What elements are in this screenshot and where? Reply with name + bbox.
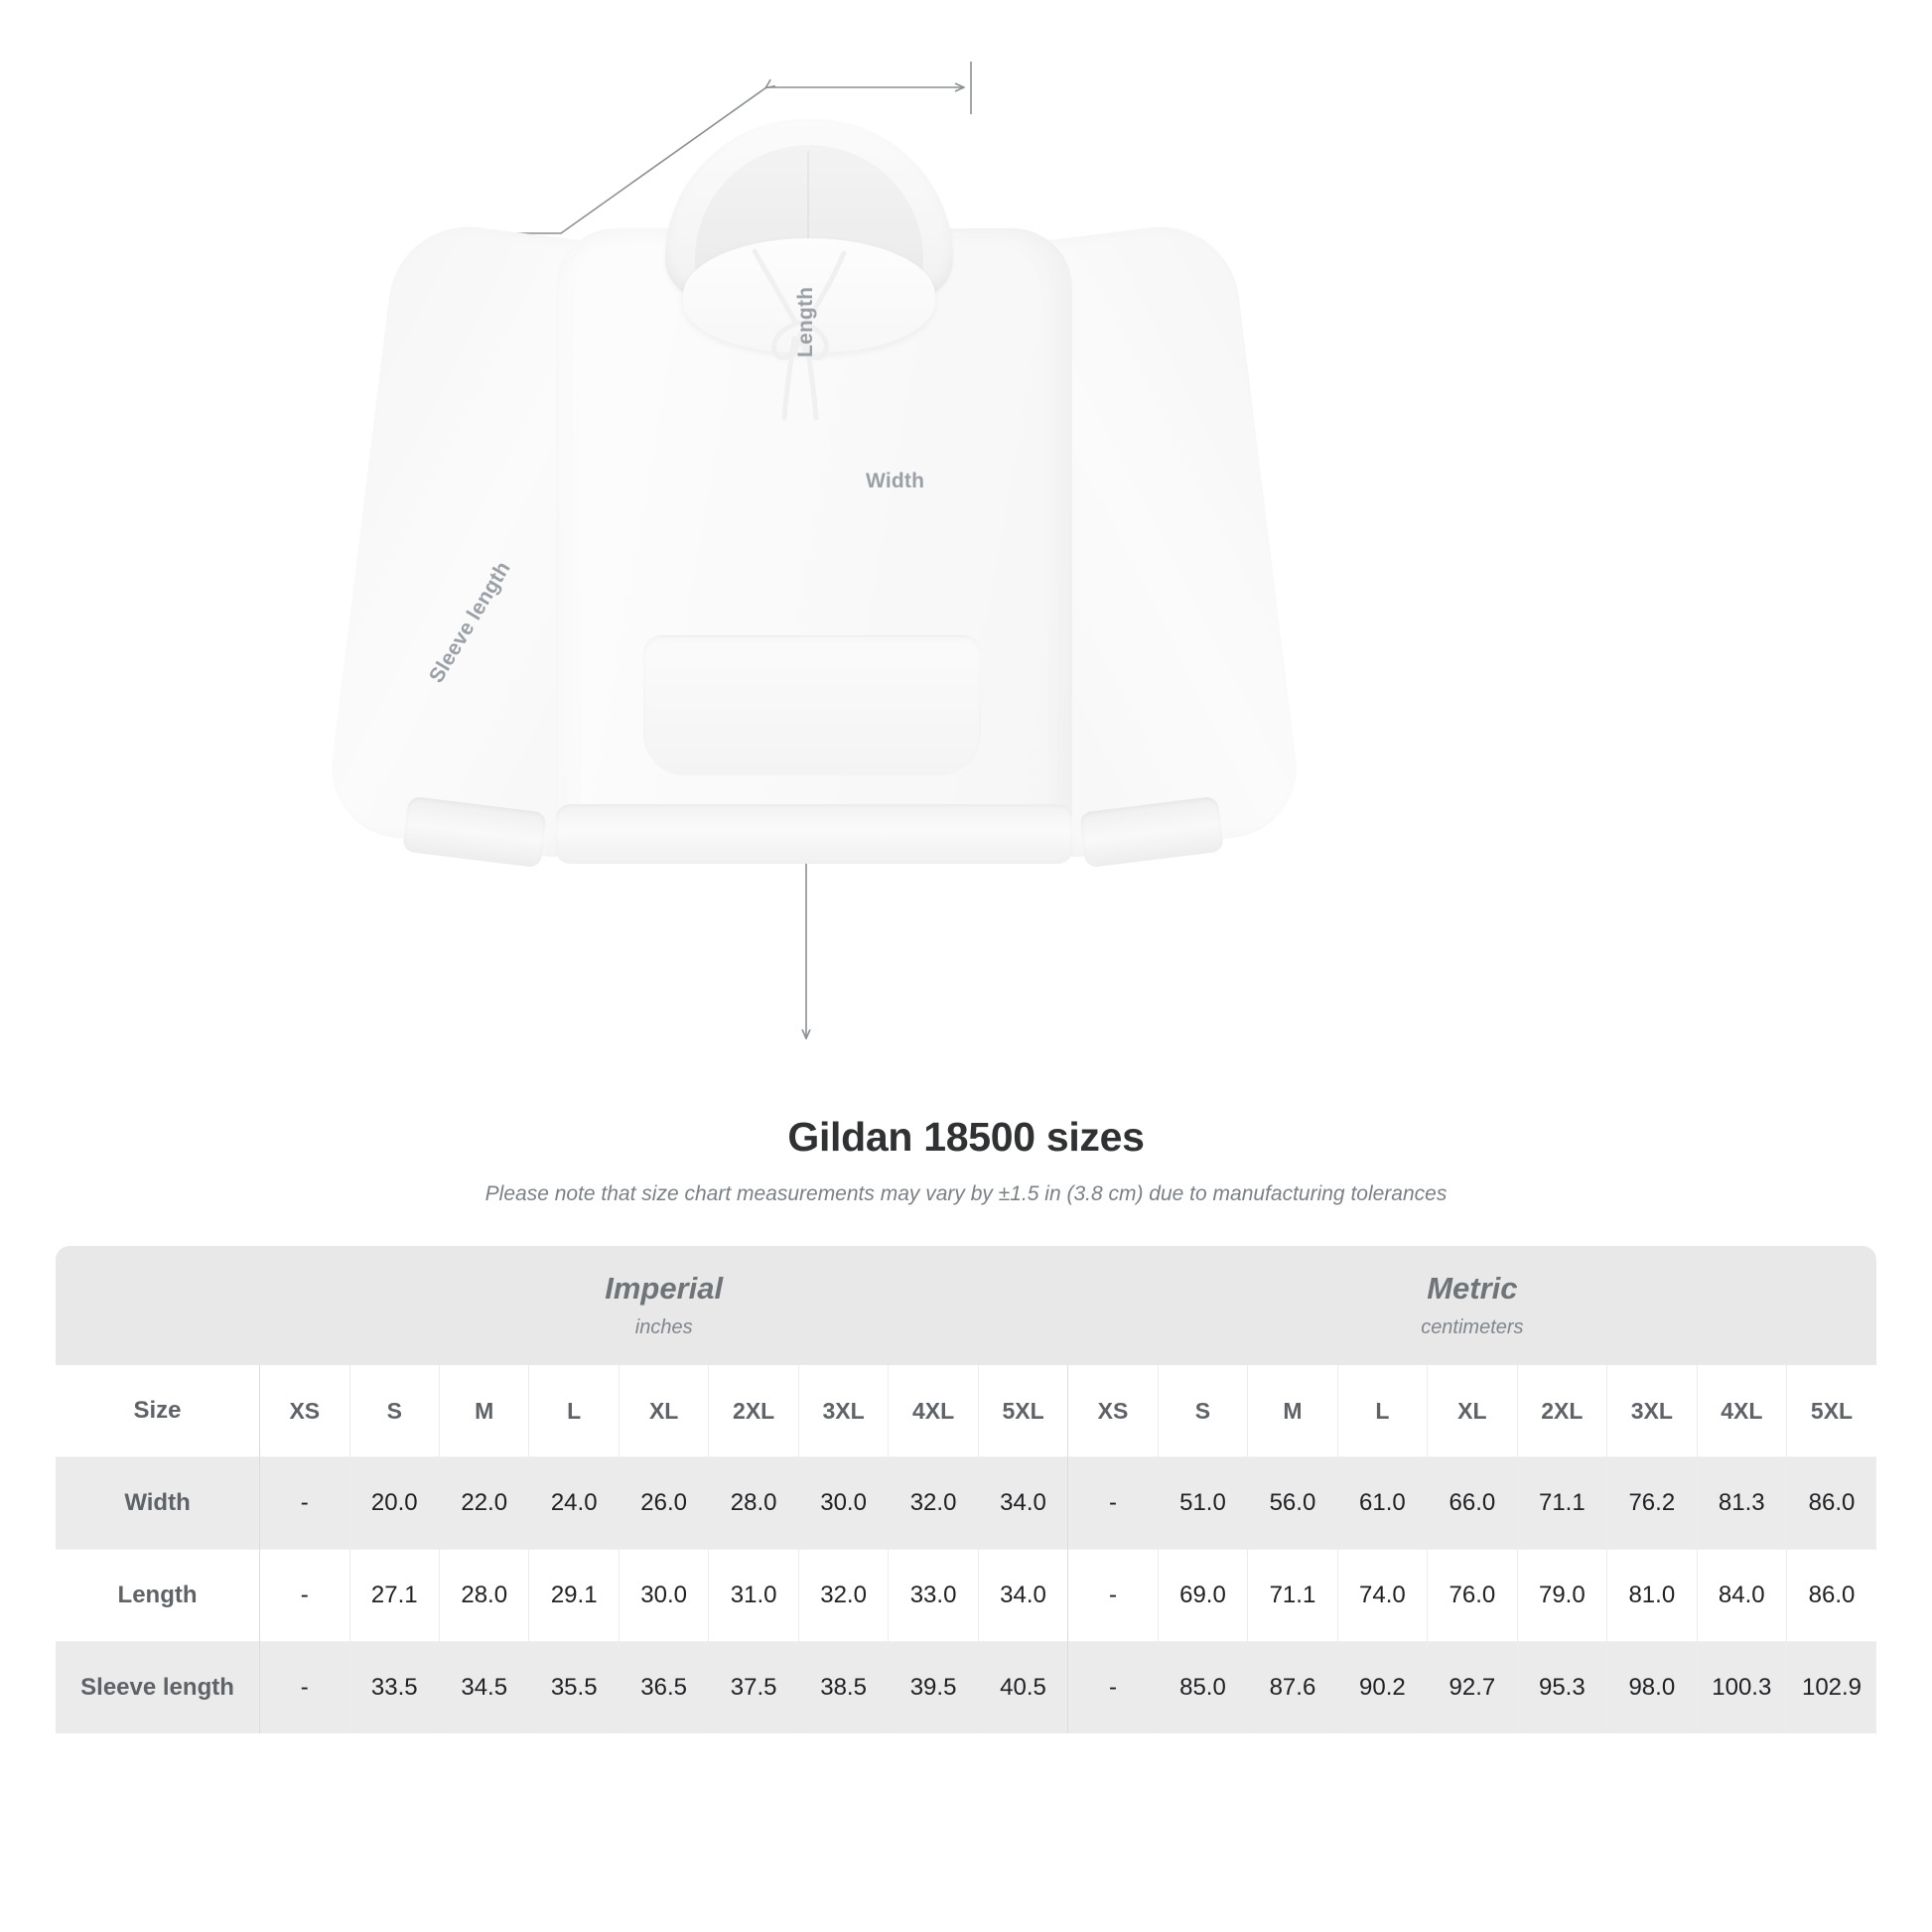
cell-width-imp-2: 22.0	[439, 1456, 530, 1550]
cell-sleeve-met-7: 100.3	[1697, 1641, 1788, 1733]
page-title: Gildan 18500 sizes	[787, 1114, 1145, 1160]
cell-length-met-7: 84.0	[1697, 1549, 1788, 1642]
header-size-imp-2: M	[439, 1365, 530, 1457]
cell-sleeve-met-6: 98.0	[1606, 1641, 1698, 1733]
cell-length-imp-7: 33.0	[888, 1549, 979, 1642]
length-label: Length	[794, 286, 817, 357]
cell-width-met-8: 86.0	[1786, 1456, 1876, 1550]
title-block: Gildan 18500 sizes Please note that size…	[0, 1114, 1932, 1206]
cell-sleeve-met-4: 92.7	[1427, 1641, 1518, 1733]
cell-width-met-7: 81.3	[1697, 1456, 1788, 1550]
header-size-imp-1: S	[349, 1365, 440, 1457]
row-label-sleeve-length: Sleeve length	[56, 1641, 261, 1733]
cell-width-met-6: 76.2	[1606, 1456, 1698, 1550]
cell-sleeve-met-1: 85.0	[1158, 1641, 1249, 1733]
drawstring	[752, 248, 847, 421]
cell-length-met-3: 74.0	[1337, 1549, 1429, 1642]
cell-sleeve-met-0: -	[1067, 1641, 1159, 1733]
header-size-imp-3: L	[528, 1365, 620, 1457]
header-size-met-6: 3XL	[1606, 1365, 1698, 1457]
cell-sleeve-imp-3: 35.5	[528, 1641, 620, 1733]
tolerance-note: Please note that size chart measurements…	[484, 1182, 1448, 1205]
cell-width-met-2: 56.0	[1247, 1456, 1338, 1550]
cell-sleeve-imp-0: -	[259, 1641, 350, 1733]
table-row: Sleeve length - 33.5 34.5 35.5 36.5 37.5…	[56, 1641, 1876, 1733]
unit-sub-metric: centimeters	[1421, 1315, 1524, 1338]
cell-length-met-0: -	[1067, 1549, 1159, 1642]
cell-sleeve-imp-7: 39.5	[888, 1641, 979, 1733]
cell-width-imp-4: 26.0	[619, 1456, 710, 1550]
unit-banner-imperial: Imperial inches	[259, 1246, 1068, 1365]
header-size-met-1: S	[1158, 1365, 1249, 1457]
row-label-length: Length	[56, 1549, 261, 1642]
cell-length-imp-4: 30.0	[619, 1549, 710, 1642]
cell-width-imp-3: 24.0	[528, 1456, 620, 1550]
cell-sleeve-met-8: 102.9	[1786, 1641, 1876, 1733]
cell-sleeve-met-3: 90.2	[1337, 1641, 1429, 1733]
cell-width-met-4: 66.0	[1427, 1456, 1518, 1550]
cell-length-met-6: 81.0	[1606, 1549, 1698, 1642]
cell-length-met-5: 79.0	[1517, 1549, 1608, 1642]
kangaroo-pocket	[643, 635, 981, 775]
cell-length-imp-0: -	[259, 1549, 350, 1642]
cell-sleeve-met-5: 95.3	[1517, 1641, 1608, 1733]
bottom-hem	[556, 804, 1072, 864]
cell-length-imp-5: 31.0	[708, 1549, 799, 1642]
width-label: Width	[866, 470, 925, 492]
header-size-imp-0: XS	[259, 1365, 350, 1457]
unit-sub-imperial: inches	[634, 1315, 693, 1338]
unit-name-imperial: Imperial	[605, 1271, 724, 1307]
cell-length-met-8: 86.0	[1786, 1549, 1876, 1642]
cell-width-imp-8: 34.0	[978, 1456, 1069, 1550]
cell-sleeve-imp-1: 33.5	[349, 1641, 440, 1733]
cell-length-imp-8: 34.0	[978, 1549, 1069, 1642]
cell-sleeve-imp-8: 40.5	[978, 1641, 1069, 1733]
header-size-imp-5: 2XL	[708, 1365, 799, 1457]
cell-sleeve-imp-5: 37.5	[708, 1641, 799, 1733]
cell-length-met-1: 69.0	[1158, 1549, 1249, 1642]
unit-banner-spacer	[56, 1246, 260, 1365]
garment-diagram: Length Width Sleeve length	[324, 62, 1305, 1039]
cell-width-imp-7: 32.0	[888, 1456, 979, 1550]
cell-width-imp-6: 30.0	[798, 1456, 890, 1550]
cell-length-met-4: 76.0	[1427, 1549, 1518, 1642]
header-size-met-4: XL	[1427, 1365, 1518, 1457]
header-size-met-3: L	[1337, 1365, 1429, 1457]
cell-length-imp-6: 32.0	[798, 1549, 890, 1642]
table-row: Length - 27.1 28.0 29.1 30.0 31.0 32.0 3…	[56, 1549, 1876, 1642]
size-header-row: Size XS S M L XL 2XL 3XL 4XL 5XL XS S M …	[56, 1365, 1876, 1457]
header-size-met-5: 2XL	[1517, 1365, 1608, 1457]
cell-length-imp-3: 29.1	[528, 1549, 620, 1642]
cell-width-imp-5: 28.0	[708, 1456, 799, 1550]
cell-width-met-1: 51.0	[1158, 1456, 1249, 1550]
header-size-met-8: 5XL	[1786, 1365, 1876, 1457]
cell-length-imp-1: 27.1	[349, 1549, 440, 1642]
table-row: Width - 20.0 22.0 24.0 26.0 28.0 30.0 32…	[56, 1456, 1876, 1550]
header-size-imp-6: 3XL	[798, 1365, 890, 1457]
cell-width-met-3: 61.0	[1337, 1456, 1429, 1550]
header-size-imp-4: XL	[619, 1365, 710, 1457]
header-size-met-0: XS	[1067, 1365, 1159, 1457]
cell-length-imp-2: 28.0	[439, 1549, 530, 1642]
unit-name-metric: Metric	[1427, 1271, 1518, 1307]
cell-sleeve-met-2: 87.6	[1247, 1641, 1338, 1733]
cell-sleeve-imp-6: 38.5	[798, 1641, 890, 1733]
cell-sleeve-imp-2: 34.5	[439, 1641, 530, 1733]
cell-sleeve-imp-4: 36.5	[619, 1641, 710, 1733]
unit-banner-metric: Metric centimeters	[1067, 1246, 1876, 1365]
cell-width-imp-1: 20.0	[349, 1456, 440, 1550]
cell-width-imp-0: -	[259, 1456, 350, 1550]
header-size-imp-7: 4XL	[888, 1365, 979, 1457]
header-size-label: Size	[56, 1365, 261, 1457]
size-chart-table-wrapper: Imperial inches Metric centimeters Size …	[56, 1246, 1876, 1733]
cell-length-met-2: 71.1	[1247, 1549, 1338, 1642]
header-size-imp-8: 5XL	[978, 1365, 1069, 1457]
row-label-width: Width	[56, 1456, 261, 1550]
cell-width-met-5: 71.1	[1517, 1456, 1608, 1550]
size-chart-table: Imperial inches Metric centimeters Size …	[56, 1246, 1876, 1733]
header-size-met-2: M	[1247, 1365, 1338, 1457]
unit-banner-row: Imperial inches Metric centimeters	[56, 1246, 1876, 1365]
header-size-met-7: 4XL	[1697, 1365, 1788, 1457]
cell-width-met-0: -	[1067, 1456, 1159, 1550]
